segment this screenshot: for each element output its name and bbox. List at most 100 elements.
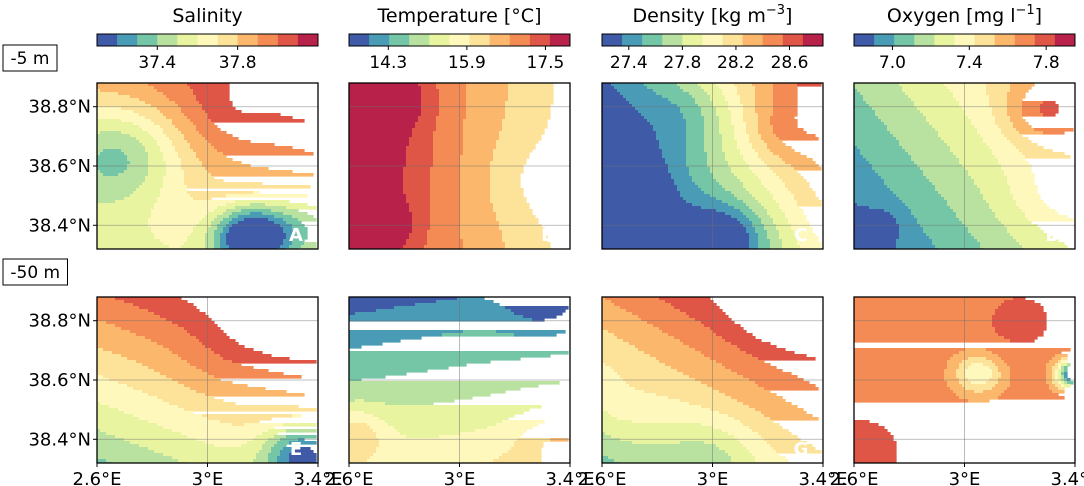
panel-C-cell bbox=[602, 104, 633, 108]
panel-E-cell bbox=[187, 360, 233, 364]
panel-H-cell bbox=[854, 456, 897, 460]
panel-G-cell bbox=[659, 297, 711, 301]
panel-D-cell bbox=[953, 152, 993, 156]
panel-A-cell bbox=[184, 176, 215, 180]
panel-E-cell bbox=[181, 432, 263, 436]
panel-A-cell bbox=[181, 107, 203, 111]
panel-H-cell bbox=[1049, 360, 1059, 364]
panel-A-cell bbox=[205, 233, 215, 237]
panel-C-cell bbox=[602, 236, 750, 240]
panel-F-cell bbox=[355, 399, 365, 403]
panel-A-cell bbox=[97, 176, 146, 180]
colorbar-density-tick-label-1: 27.8 bbox=[663, 53, 701, 73]
panel-D-cell bbox=[884, 209, 912, 213]
panel-C-cell bbox=[740, 98, 756, 102]
panel-H-cell bbox=[1058, 387, 1065, 391]
panel-A-cell bbox=[190, 146, 215, 150]
panel-C-cell bbox=[620, 92, 657, 96]
panel-A-cell bbox=[208, 170, 293, 174]
panel-E-cell bbox=[97, 438, 125, 442]
panel-F-cell bbox=[349, 438, 380, 442]
panel-F-cell bbox=[349, 303, 416, 307]
panel-H-cell bbox=[956, 372, 966, 376]
panel-C-cell bbox=[755, 104, 774, 108]
panel-C-cell bbox=[743, 185, 765, 189]
panel-E-cell bbox=[97, 324, 116, 328]
colorbar-salinity-segment-9 bbox=[277, 34, 299, 46]
panel-D-cell bbox=[965, 113, 993, 117]
panel-G-cell bbox=[704, 324, 741, 328]
panel-D-cell bbox=[980, 188, 1011, 192]
panel-A-cell bbox=[118, 92, 164, 96]
panel-A-cell bbox=[142, 182, 164, 186]
panel-C-cell bbox=[665, 158, 687, 162]
panel-C-cell bbox=[758, 245, 771, 249]
panel-A-cell bbox=[220, 239, 227, 243]
panel-G-cell bbox=[602, 297, 606, 301]
panel-B-cell bbox=[421, 101, 440, 105]
panel-D-cell bbox=[953, 95, 990, 99]
panel-D-cell bbox=[854, 236, 900, 240]
panel-A-cell bbox=[217, 227, 224, 231]
panel-C-cell bbox=[773, 107, 798, 111]
panel-A-cell bbox=[148, 167, 167, 171]
panel-E-cell bbox=[178, 405, 299, 409]
panel-A-cell bbox=[175, 125, 197, 129]
panel-A-cell bbox=[97, 224, 149, 228]
panel-A-cell bbox=[139, 185, 164, 189]
panel-A-cell bbox=[97, 95, 131, 99]
colorbar-salinity-frame bbox=[96, 33, 319, 47]
panel-E-cell bbox=[202, 414, 293, 418]
panel-H-cell bbox=[854, 459, 897, 463]
panel-A-cell bbox=[202, 107, 236, 111]
panel-A-cell bbox=[283, 227, 293, 231]
panel-F-cell bbox=[436, 300, 494, 304]
panel-G-cell bbox=[602, 384, 630, 388]
panel-A-cell bbox=[97, 197, 125, 201]
panel-C-cell bbox=[773, 101, 798, 105]
panel-B-cell bbox=[349, 203, 410, 207]
panel-B-cell bbox=[430, 179, 461, 183]
panel-G-cell bbox=[677, 369, 732, 373]
panel-D-cell bbox=[854, 203, 858, 207]
panel-B-cell bbox=[463, 242, 506, 246]
panel-H-cell bbox=[1061, 363, 1068, 367]
panel-D-cell bbox=[1019, 149, 1053, 153]
panel-H-cell bbox=[854, 318, 993, 322]
panel-B-cell bbox=[412, 230, 428, 234]
colorbar-temperature-segment-1 bbox=[369, 34, 390, 46]
panel-C-cell bbox=[671, 176, 693, 180]
panel-D-cell bbox=[854, 230, 900, 234]
panel-D-cell bbox=[854, 215, 894, 219]
panel-H-cell bbox=[968, 399, 990, 403]
panel-H-cell bbox=[1055, 363, 1059, 367]
panel-F-cell bbox=[349, 450, 377, 454]
panel-C-cell bbox=[662, 149, 687, 153]
panel-C-cell bbox=[716, 179, 741, 183]
panel-E-cell bbox=[97, 354, 122, 358]
panel-E-cell bbox=[97, 411, 125, 415]
panel-F-cell bbox=[349, 429, 374, 433]
panel-C-cell bbox=[728, 104, 744, 108]
panel-H-cell bbox=[854, 450, 897, 454]
panel-A-cell bbox=[97, 218, 149, 222]
panel-C-cell bbox=[710, 95, 726, 99]
panel-C-cell bbox=[713, 173, 735, 177]
panel-G-cell bbox=[617, 372, 684, 376]
panel-A-cell bbox=[223, 227, 230, 231]
panel-D-cell bbox=[854, 119, 882, 123]
panel-D-cell bbox=[995, 122, 1014, 126]
panel-B-cell bbox=[466, 95, 509, 99]
panel-E-cell bbox=[232, 360, 317, 364]
panel-H-cell bbox=[854, 336, 1005, 340]
panel-C-cell bbox=[602, 194, 681, 198]
y-tick-label-0-1: 38.6°N bbox=[28, 156, 91, 177]
panel-H-cell bbox=[854, 309, 996, 313]
panel-C-cell bbox=[758, 155, 780, 159]
panel-B-cell bbox=[460, 191, 491, 195]
panel-E-cell bbox=[136, 360, 188, 364]
panel-H-cell bbox=[854, 381, 948, 385]
panel-D-cell bbox=[1004, 170, 1032, 174]
panel-B-cell bbox=[349, 146, 407, 150]
